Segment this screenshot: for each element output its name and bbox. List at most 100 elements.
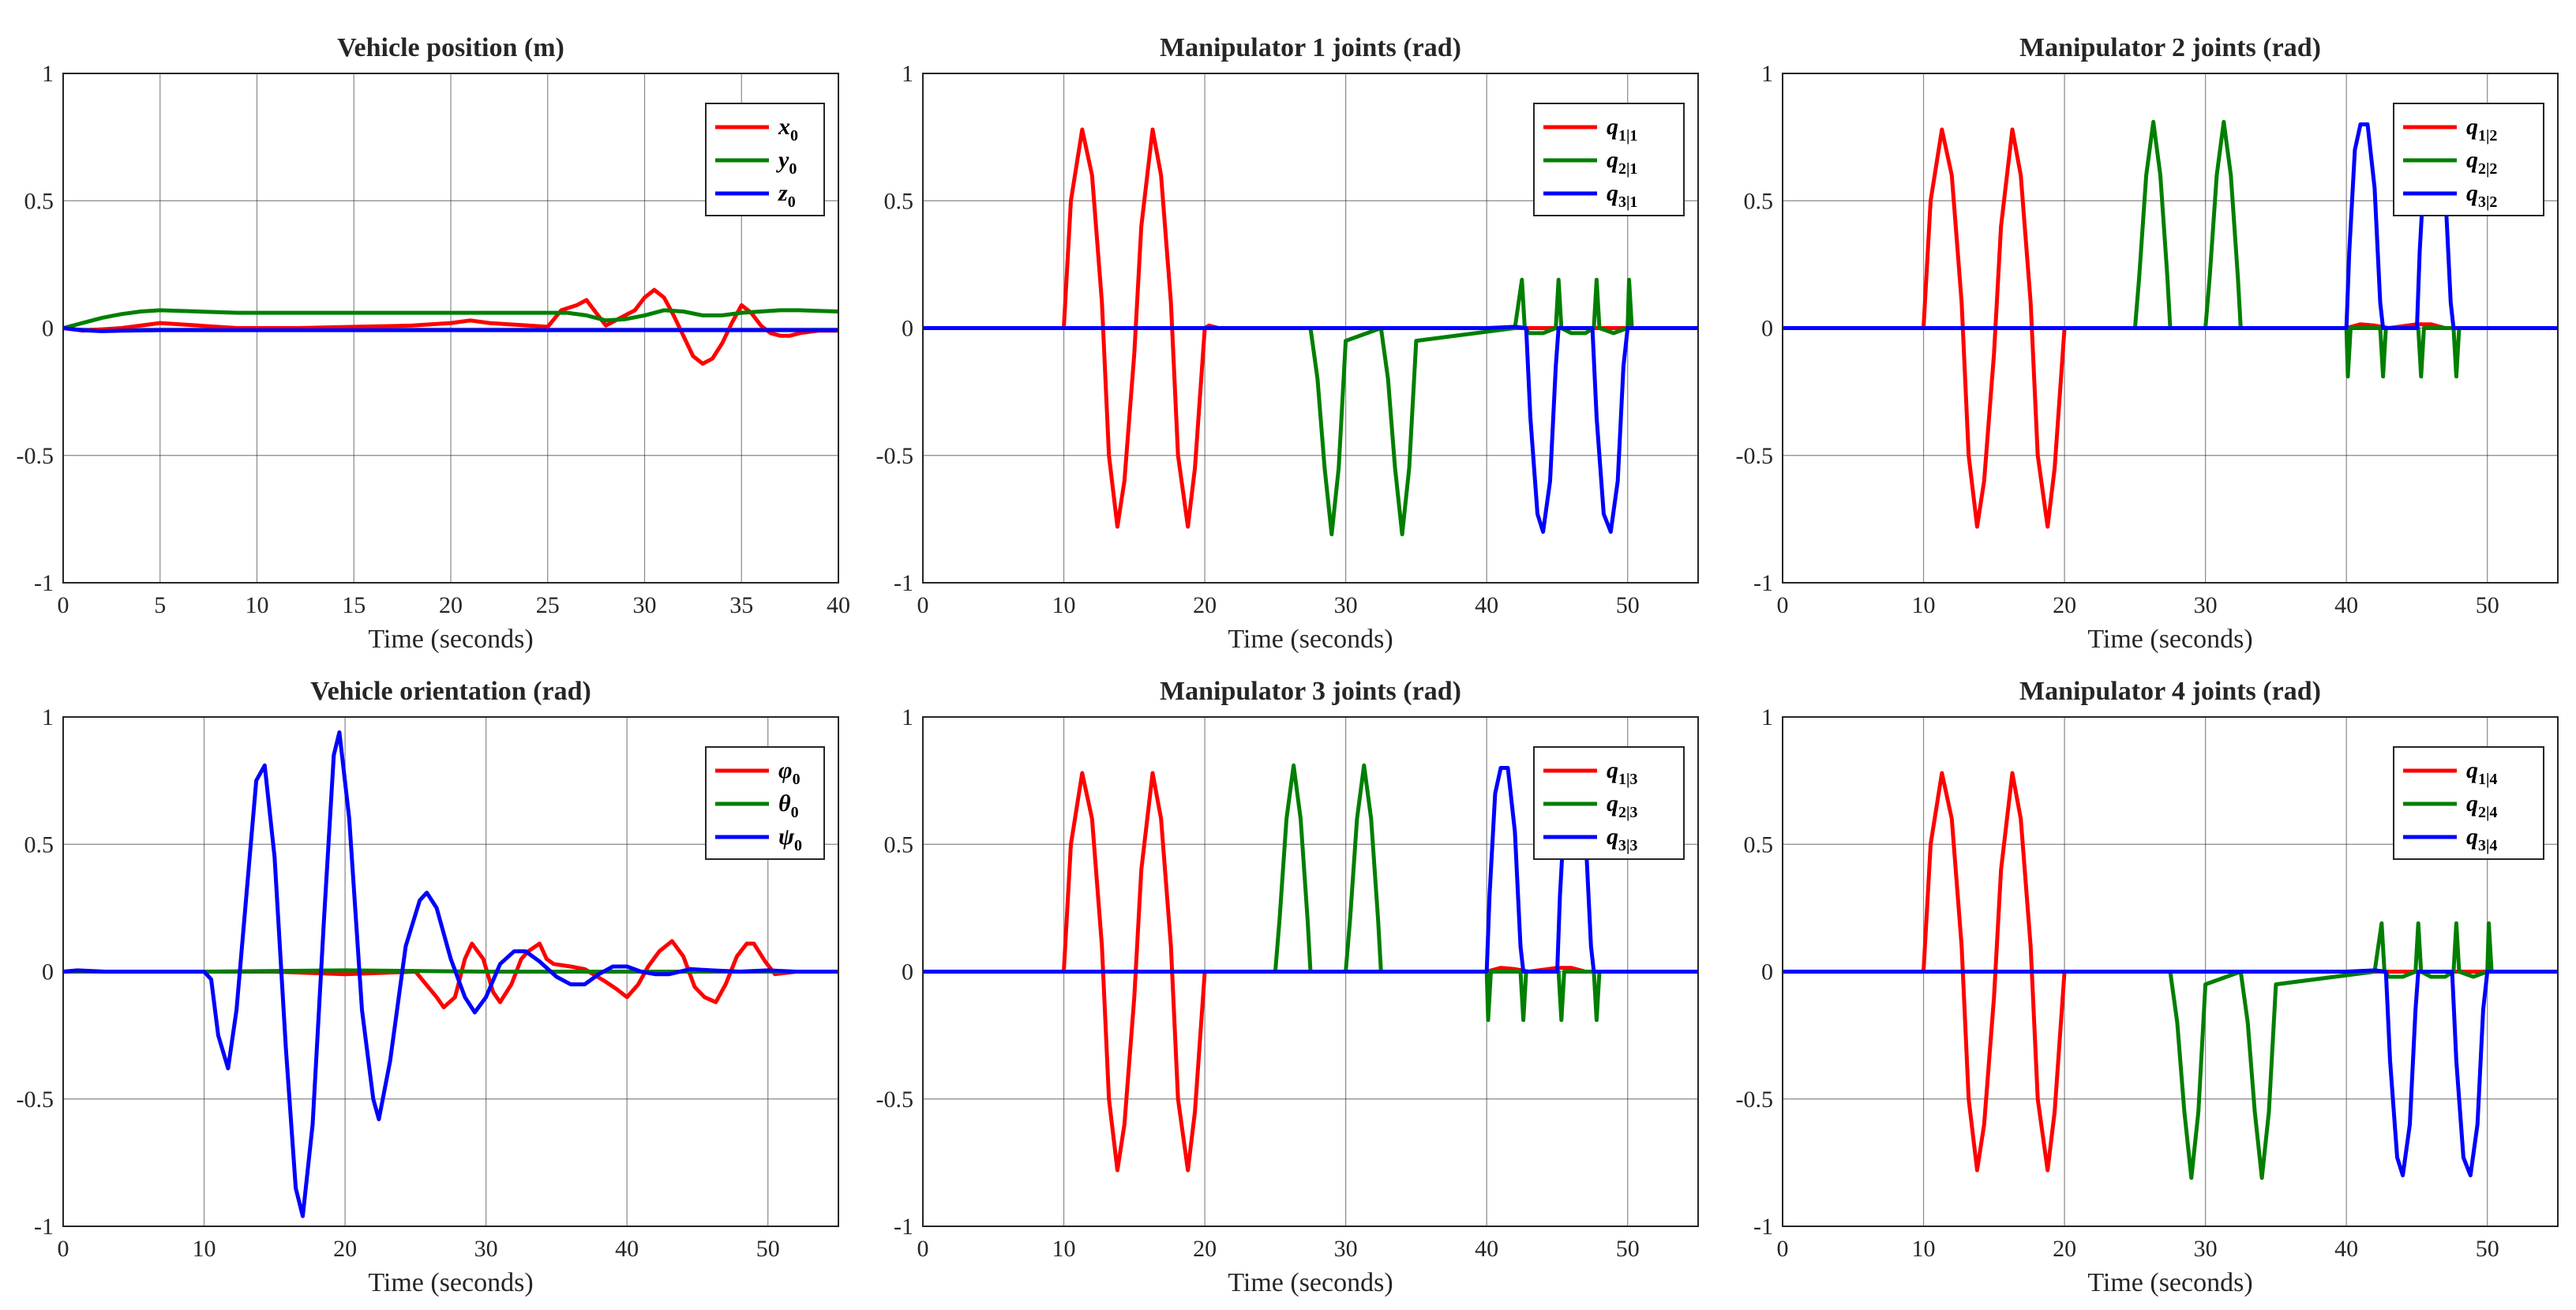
chart-panel-1: 0 5 10 15 20 25 30 35 40 -1 -0.5 0 0.5 1 Vehicle posit… <box>17 33 851 654</box>
y-tick-label: -0.5 <box>1736 1087 1774 1113</box>
y-tick-label: 1 <box>902 61 913 87</box>
x-tick-label: 10 <box>1052 592 1076 618</box>
x-tick-label: 20 <box>2053 592 2076 618</box>
x-tick-label: 10 <box>1052 1236 1076 1262</box>
series-line-x0 <box>62 287 838 366</box>
series-line-phi0 <box>63 939 838 1010</box>
legend-entry-q2|4: q2|4 <box>2466 790 2497 821</box>
series-line-q1|1 <box>923 127 1698 529</box>
y-tick-label: 0 <box>902 959 913 985</box>
x-axis-label: Time (seconds) <box>2087 625 2252 654</box>
x-tick-label: 40 <box>827 592 850 618</box>
y-tick-label: 0.5 <box>1744 188 1774 214</box>
y-tick-label: -1 <box>1753 1214 1773 1240</box>
legend-entry-q3|4: q3|4 <box>2466 824 2497 854</box>
series-line-y0 <box>62 308 839 330</box>
legend-box <box>1533 746 1685 860</box>
legend-entry-q1|3: q1|3 <box>1607 757 1637 788</box>
y-tick-label: 0 <box>1761 316 1773 342</box>
y-tick-label: -1 <box>34 1214 54 1240</box>
y-tick-label: -1 <box>894 570 913 596</box>
legend-entry-theta0: θ0 <box>778 790 799 821</box>
chart-title: Manipulator 4 joints (rad) <box>2019 677 2321 706</box>
x-axis-label: Time (seconds) <box>2087 1268 2252 1297</box>
plot-frame <box>62 716 839 1227</box>
series-line-z0 <box>62 326 838 333</box>
y-tick-label: 0.5 <box>1744 831 1774 858</box>
chart-panel-2: 0 10 20 30 40 50 -1 -0.5 0 0.5 1 Manipulator 1 join… <box>876 33 1699 654</box>
x-tick-label: 30 <box>2194 592 2218 618</box>
legend-entry-q1|2: q1|2 <box>2466 114 2497 145</box>
y-tick-label: -0.5 <box>17 1087 54 1113</box>
y-tick-label: -0.5 <box>876 443 914 469</box>
x-axis-label: Time (seconds) <box>368 625 533 654</box>
x-axis-label: Time (seconds) <box>368 1268 533 1297</box>
x-tick-label: 30 <box>1334 1236 1358 1262</box>
series-line-q1|4 <box>1783 771 2558 1173</box>
x-tick-label: 50 <box>2476 1236 2499 1262</box>
chart-title: Manipulator 2 joints (rad) <box>2019 33 2321 62</box>
plot-frame <box>922 73 1699 584</box>
x-tick-label: 10 <box>193 1236 216 1262</box>
x-tick-label: 20 <box>2053 1236 2076 1262</box>
legend-entry-q1|1: q1|1 <box>1607 114 1637 145</box>
x-tick-label: 30 <box>1334 592 1358 618</box>
x-tick-label: 0 <box>58 1236 69 1262</box>
x-tick-label: 40 <box>2334 1236 2358 1262</box>
x-tick-label: 10 <box>246 592 269 618</box>
y-tick-label: -1 <box>1753 570 1773 596</box>
y-tick-label: 1 <box>1761 61 1773 87</box>
x-tick-label: 50 <box>2476 592 2499 618</box>
y-tick-label: 0.5 <box>884 188 914 214</box>
y-tick-label: 1 <box>42 61 54 87</box>
x-tick-label: 20 <box>1193 1236 1217 1262</box>
legend: q1|2q2|2q3|2 <box>2393 103 2544 216</box>
x-tick-label: 35 <box>729 592 753 618</box>
legend: q1|4q2|4q3|4 <box>2393 746 2544 860</box>
legend: q1|1q2|1q3|1 <box>1533 103 1685 216</box>
x-tick-label: 40 <box>1475 592 1498 618</box>
legend-entry-q2|3: q2|3 <box>1607 790 1637 821</box>
legend-entry-q3|1: q3|1 <box>1607 180 1637 211</box>
y-tick-label: 1 <box>902 704 913 730</box>
y-tick-label: -0.5 <box>876 1087 914 1113</box>
y-tick-label: -0.5 <box>17 443 54 469</box>
legend-entry-y0: y0 <box>776 147 797 178</box>
plot-frame <box>922 716 1699 1227</box>
y-tick-label: 0.5 <box>24 831 54 858</box>
chart-panel-3: 0 10 20 30 40 50 -1 -0.5 0 0.5 1 Manipulator 2 join… <box>1736 33 2559 654</box>
legend-entry-q2|2: q2|2 <box>2466 147 2497 178</box>
y-tick-label: -0.5 <box>1736 443 1774 469</box>
chart-title: Vehicle position (m) <box>337 33 564 62</box>
y-tick-label: 0.5 <box>884 831 914 858</box>
x-tick-label: 15 <box>342 592 366 618</box>
legend-entry-q3|2: q3|2 <box>2466 180 2497 211</box>
x-axis-label: Time (seconds) <box>1228 625 1393 654</box>
plot-frame <box>1782 716 2559 1227</box>
legend-entry-phi0: φ0 <box>778 757 801 788</box>
legend-entry-q1|4: q1|4 <box>2466 757 2497 788</box>
y-tick-label: 1 <box>42 704 54 730</box>
series-line-q2|2 <box>1783 119 2558 379</box>
y-tick-label: 1 <box>1761 704 1773 730</box>
legend-entry-psi0: ψ0 <box>778 824 802 854</box>
x-tick-label: 50 <box>756 1236 780 1262</box>
chart-panel-5: 0 10 20 30 40 50 -1 -0.5 0 0.5 1 Manipulator 3 join… <box>876 677 1699 1297</box>
y-tick-label: -1 <box>34 570 54 596</box>
series-line-psi0 <box>62 730 838 1218</box>
chart-panel-6: 0 10 20 30 40 50 -1 -0.5 0 0.5 1 Manipulator 4 join… <box>1736 677 2559 1297</box>
x-tick-label: 0 <box>1777 592 1789 618</box>
x-tick-label: 40 <box>1475 1236 1498 1262</box>
x-tick-label: 10 <box>1912 592 1936 618</box>
y-tick-label: 0 <box>42 959 54 985</box>
series-line-q3|4 <box>1783 968 2558 1177</box>
plot-frame <box>1782 73 2559 584</box>
x-tick-label: 30 <box>2194 1236 2218 1262</box>
x-tick-label: 0 <box>917 592 929 618</box>
x-tick-label: 0 <box>58 592 69 618</box>
x-axis-label: Time (seconds) <box>1228 1268 1393 1297</box>
chart-panel-4: 0 10 20 30 40 50 -1 -0.5 0 0.5 1 Vehicle orientatio… <box>17 677 839 1297</box>
x-tick-label: 50 <box>1616 1236 1640 1262</box>
